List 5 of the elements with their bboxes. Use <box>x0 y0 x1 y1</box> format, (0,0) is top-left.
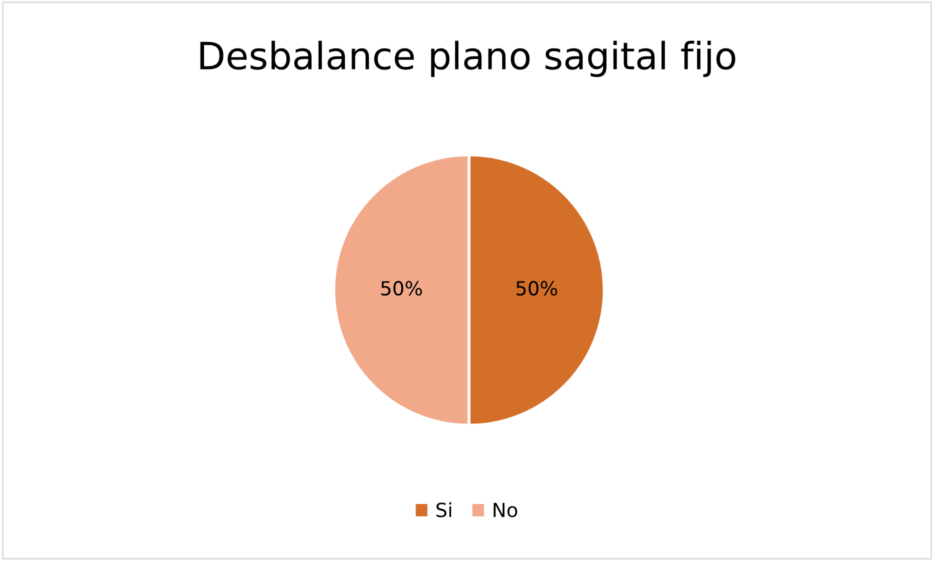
data-label: 50% <box>381 280 422 296</box>
legend-label: No <box>494 502 518 518</box>
legend-label: Si <box>436 502 452 518</box>
chart-title: Desbalance plano sagital fijo <box>200 40 736 78</box>
data-label: 50% <box>516 280 558 296</box>
